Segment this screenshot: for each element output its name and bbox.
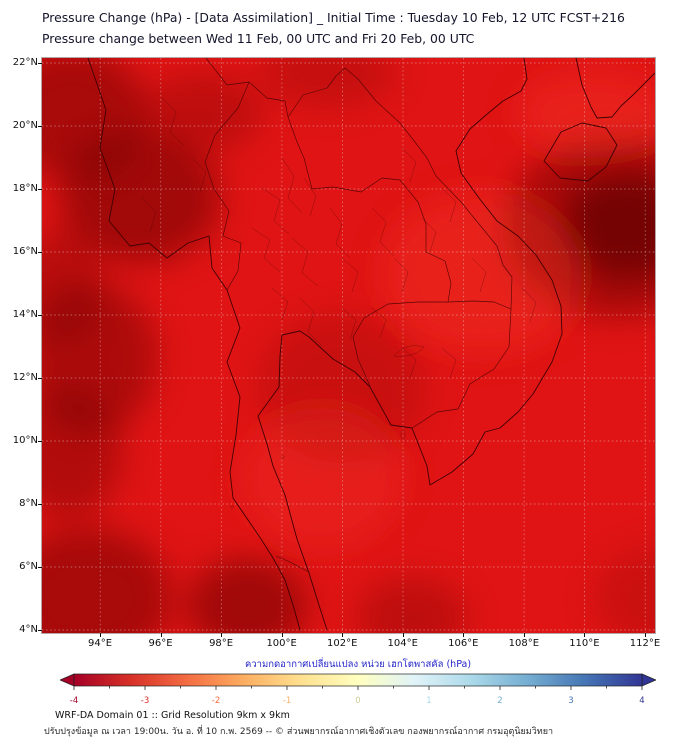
lat-tick-mark: [38, 504, 42, 505]
lat-tick-mark: [38, 189, 42, 190]
lon-tick-label: 104°E: [387, 638, 418, 649]
lon-tick-mark: [100, 633, 101, 637]
footer-grid-info: WRF-DA Domain 01 :: Grid Resolution 9km …: [55, 710, 290, 721]
graticule-grid-lines: [42, 58, 655, 633]
page-title: Pressure Change (hPa) - [Data Assimilati…: [42, 10, 625, 25]
lon-tick-mark: [342, 633, 344, 637]
lon-tick-label: 106°E: [448, 638, 479, 649]
gulf-vietnam-coastline: [257, 58, 563, 631]
lon-tick-label: 100°E: [266, 638, 297, 649]
lon-tick-label: 96°E: [148, 638, 173, 649]
thai-malaysia-border: [275, 555, 310, 573]
lat-tick-mark: [38, 63, 42, 64]
south-china-coastline: [575, 58, 655, 119]
footer-update-credit: ปรับปรุงข้อมูล ณ เวลา 19:00น. วัน อ. ที่…: [44, 727, 554, 737]
lon-tick-mark: [402, 633, 404, 637]
page-subtitle: Pressure change between Wed 11 Feb, 00 U…: [42, 31, 475, 46]
thai-cambodia-border: [352, 301, 448, 387]
colorbar-tick-marks: [73, 686, 643, 690]
lon-tick-mark: [160, 633, 162, 637]
samui-island: [281, 455, 285, 459]
lat-tick-mark: [38, 252, 42, 253]
coastline-borders: [87, 58, 655, 631]
lon-tick-mark: [584, 633, 586, 637]
lat-tick-mark: [38, 441, 42, 442]
lon-tick-label: 98°E: [209, 638, 234, 649]
lon-tick-mark: [463, 633, 465, 637]
hainan-island-outline: [543, 122, 618, 182]
colorbar-tick-label: -2: [211, 696, 221, 706]
title-block: Pressure Change (hPa) - [Data Assimilati…: [42, 7, 625, 49]
lat-tick-label: 18°N: [12, 183, 38, 194]
lat-tick-mark: [38, 630, 42, 631]
phuket-island: [230, 505, 234, 509]
lao-cambodia-border: [447, 300, 512, 310]
lon-tick-mark: [523, 633, 525, 637]
lon-tick-label: 108°E: [508, 638, 540, 649]
province-borders: [141, 97, 537, 509]
colorbar-tick-label: -3: [140, 696, 150, 706]
colorbar-tick-label: -1: [282, 696, 292, 706]
northern-borders: [205, 58, 359, 118]
colorbar-tick-label: 1: [426, 696, 432, 706]
phu-quoc-island: [400, 430, 406, 440]
colorbar-gradient-bar: [73, 673, 643, 687]
colorbar-tick-label: 0: [355, 696, 361, 706]
lat-tick-mark: [38, 567, 42, 568]
lat-tick-label: 16°N: [12, 246, 38, 257]
country-borders: [204, 58, 513, 573]
colorbar-tick-label: 2: [497, 696, 503, 706]
lon-tick-mark: [281, 633, 283, 637]
colorbar: [60, 673, 656, 690]
lon-tick-label: 102°E: [326, 638, 358, 649]
lat-tick-label: 8°N: [19, 498, 38, 509]
lat-tick-mark: [38, 126, 42, 127]
lat-tick-label: 6°N: [19, 561, 38, 572]
tonle-sap-lake: [393, 345, 425, 357]
pressure-map: [41, 57, 656, 634]
colorbar-tick-label: 3: [568, 696, 574, 706]
lat-tick-mark: [38, 315, 42, 316]
lon-tick-label: 110°E: [569, 638, 600, 649]
lat-tick-label: 10°N: [12, 435, 38, 446]
lon-tick-mark: [221, 633, 223, 637]
myanmar-thai-border: [204, 81, 250, 291]
lat-tick-label: 12°N: [12, 372, 38, 383]
lon-tick-label: 112°E: [629, 638, 661, 649]
lat-tick-mark: [38, 378, 42, 379]
lat-tick-label: 20°N: [12, 120, 38, 131]
lon-tick-mark: [644, 633, 646, 637]
lao-vietnam-border: [357, 78, 513, 429]
colorbar-tick-label: 4: [639, 696, 645, 706]
thai-lao-border: [287, 116, 452, 303]
lat-tick-label: 22°N: [12, 57, 38, 68]
lat-tick-label: 4°N: [19, 624, 38, 635]
andaman-coastline: [87, 58, 301, 631]
lat-tick-label: 14°N: [12, 309, 38, 320]
lon-tick-label: 94°E: [87, 638, 113, 649]
colorbar-tick-label: -4: [69, 696, 79, 706]
colorbar-right-arrow: [641, 673, 656, 687]
colorbar-left-arrow: [60, 673, 75, 687]
colorbar-title: ความกดอากาศเปลี่ยนแปลง หน่วย เฮกโตพาสคัล…: [244, 659, 472, 670]
